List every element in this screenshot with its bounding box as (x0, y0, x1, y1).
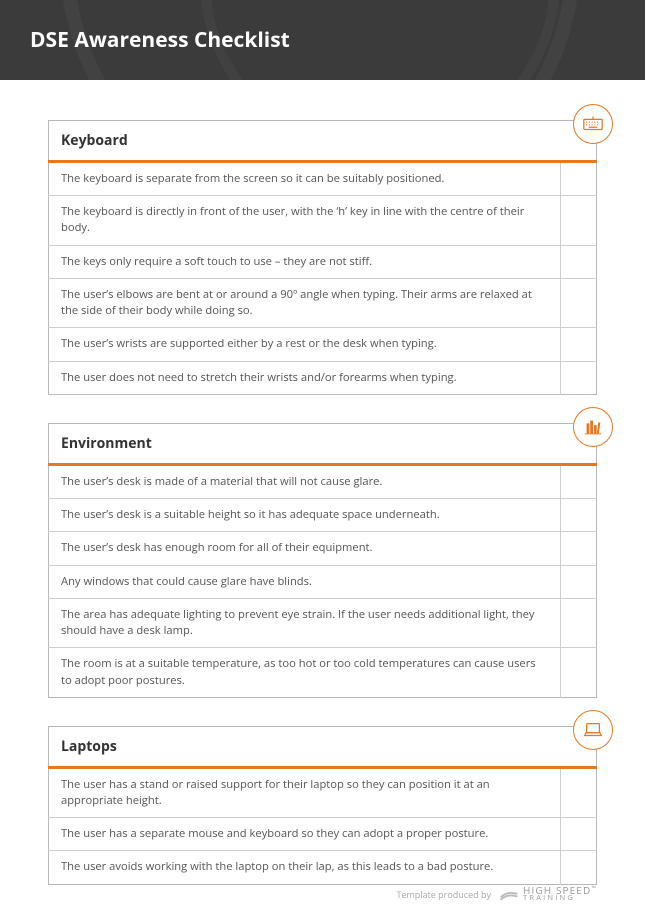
check-cell[interactable] (561, 565, 597, 598)
check-cell[interactable] (561, 278, 597, 327)
checklist-item-text: The user’s desk is made of a material th… (49, 464, 561, 498)
checklist-item-text: The keyboard is separate from the screen… (49, 162, 561, 196)
checklist-table-laptops: Laptops The user has a stand or raised s… (48, 726, 597, 885)
checklist-item-text: The user’s desk has enough room for all … (49, 532, 561, 565)
books-icon (573, 407, 613, 447)
content-area: Keyboard The keyboard is separate from t… (0, 80, 645, 885)
checklist-row: The user’s desk is made of a material th… (49, 464, 597, 498)
check-cell[interactable] (561, 464, 597, 498)
check-cell[interactable] (561, 532, 597, 565)
checklist-item-text: The keys only require a soft touch to us… (49, 245, 561, 278)
section-laptops: Laptops The user has a stand or raised s… (48, 726, 597, 885)
checklist-row: The user avoids working with the laptop … (49, 851, 597, 884)
checklist-row: The user has a separate mouse and keyboa… (49, 818, 597, 851)
checklist-item-text: The user’s elbows are bent at or around … (49, 278, 561, 327)
section-environment: Environment The user’s desk is made of a… (48, 423, 597, 698)
trademark: ™ (591, 884, 597, 892)
check-cell[interactable] (561, 245, 597, 278)
section-title: Environment (49, 423, 561, 464)
page-footer: Template produced by HIGH SPEED™ TRAININ… (396, 885, 597, 903)
check-cell[interactable] (561, 767, 597, 817)
checklist-item-text: The user has a stand or raised support f… (49, 767, 561, 817)
check-cell[interactable] (561, 851, 597, 884)
checklist-item-text: The user does not need to stretch their … (49, 361, 561, 394)
check-cell[interactable] (561, 818, 597, 851)
checklist-row: The user’s desk has enough room for all … (49, 532, 597, 565)
check-cell[interactable] (561, 162, 597, 196)
footer-logo-text: HIGH SPEED™ TRAINING (523, 885, 597, 903)
checklist-item-text: The user’s wrists are supported either b… (49, 328, 561, 361)
laptop-icon (573, 710, 613, 750)
footer-text: Template produced by (396, 888, 491, 901)
check-cell[interactable] (561, 648, 597, 697)
page-header: DSE Awareness Checklist (0, 0, 645, 80)
keyboard-icon (573, 104, 613, 144)
checklist-row: The user’s wrists are supported either b… (49, 328, 597, 361)
check-cell[interactable] (561, 361, 597, 394)
footer-logo: HIGH SPEED™ TRAINING (499, 885, 597, 903)
swoosh-icon (499, 885, 519, 903)
page-title: DSE Awareness Checklist (30, 26, 615, 54)
checklist-item-text: The user has a separate mouse and keyboa… (49, 818, 561, 851)
checklist-table-environment: Environment The user’s desk is made of a… (48, 423, 597, 698)
check-cell[interactable] (561, 196, 597, 245)
checklist-row: Any windows that could cause glare have … (49, 565, 597, 598)
checklist-row: The area has adequate lighting to preven… (49, 598, 597, 647)
section-keyboard: Keyboard The keyboard is separate from t… (48, 120, 597, 395)
checklist-item-text: Any windows that could cause glare have … (49, 565, 561, 598)
checklist-item-text: The keyboard is directly in front of the… (49, 196, 561, 245)
checklist-row: The keys only require a soft touch to us… (49, 245, 597, 278)
checklist-row: The room is at a suitable temperature, a… (49, 648, 597, 697)
check-cell[interactable] (561, 499, 597, 532)
checklist-table-keyboard: Keyboard The keyboard is separate from t… (48, 120, 597, 395)
section-title: Keyboard (49, 121, 561, 162)
checklist-row: The user does not need to stretch their … (49, 361, 597, 394)
checklist-item-text: The user avoids working with the laptop … (49, 851, 561, 884)
check-cell[interactable] (561, 328, 597, 361)
checklist-item-text: The room is at a suitable temperature, a… (49, 648, 561, 697)
checklist-row: The user’s desk is a suitable height so … (49, 499, 597, 532)
checklist-row: The keyboard is directly in front of the… (49, 196, 597, 245)
checklist-row: The user’s elbows are bent at or around … (49, 278, 597, 327)
checklist-row: The user has a stand or raised support f… (49, 767, 597, 817)
checklist-row: The keyboard is separate from the screen… (49, 162, 597, 196)
section-title: Laptops (49, 726, 561, 767)
checklist-item-text: The area has adequate lighting to preven… (49, 598, 561, 647)
check-cell[interactable] (561, 598, 597, 647)
checklist-item-text: The user’s desk is a suitable height so … (49, 499, 561, 532)
